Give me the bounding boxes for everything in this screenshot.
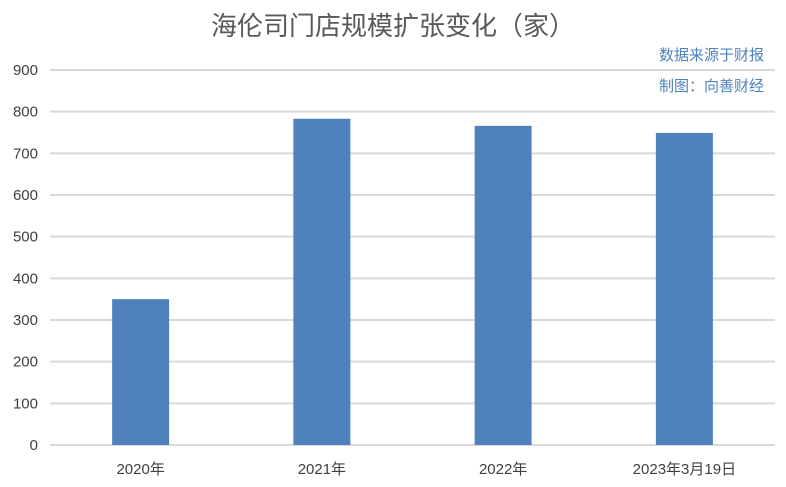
chart-title: 海伦司门店规模扩张变化（家） [210,12,575,42]
y-tick-label: 100 [13,395,38,412]
y-tick-label: 200 [13,354,38,371]
author-note: 制图：向善财经 [658,77,764,95]
y-tick-label: 600 [13,187,38,204]
bar [474,125,532,445]
x-tick-label: 2022年 [479,461,527,478]
y-tick-label: 700 [13,145,38,162]
x-tick-label: 2020年 [116,461,164,478]
bar [293,118,351,445]
y-tick-label: 0 [30,437,38,454]
y-tick-label: 500 [13,229,38,246]
x-tick-label: 2021年 [298,461,346,478]
y-tick-label: 800 [13,104,38,121]
x-tick-label: 2023年3月19日 [633,461,736,478]
y-tick-label: 400 [13,270,38,287]
y-tick-label: 900 [13,62,38,79]
bar [112,299,170,445]
bar [655,132,713,445]
y-tick-label: 300 [13,312,38,329]
source-note: 数据来源于财报 [658,46,764,64]
